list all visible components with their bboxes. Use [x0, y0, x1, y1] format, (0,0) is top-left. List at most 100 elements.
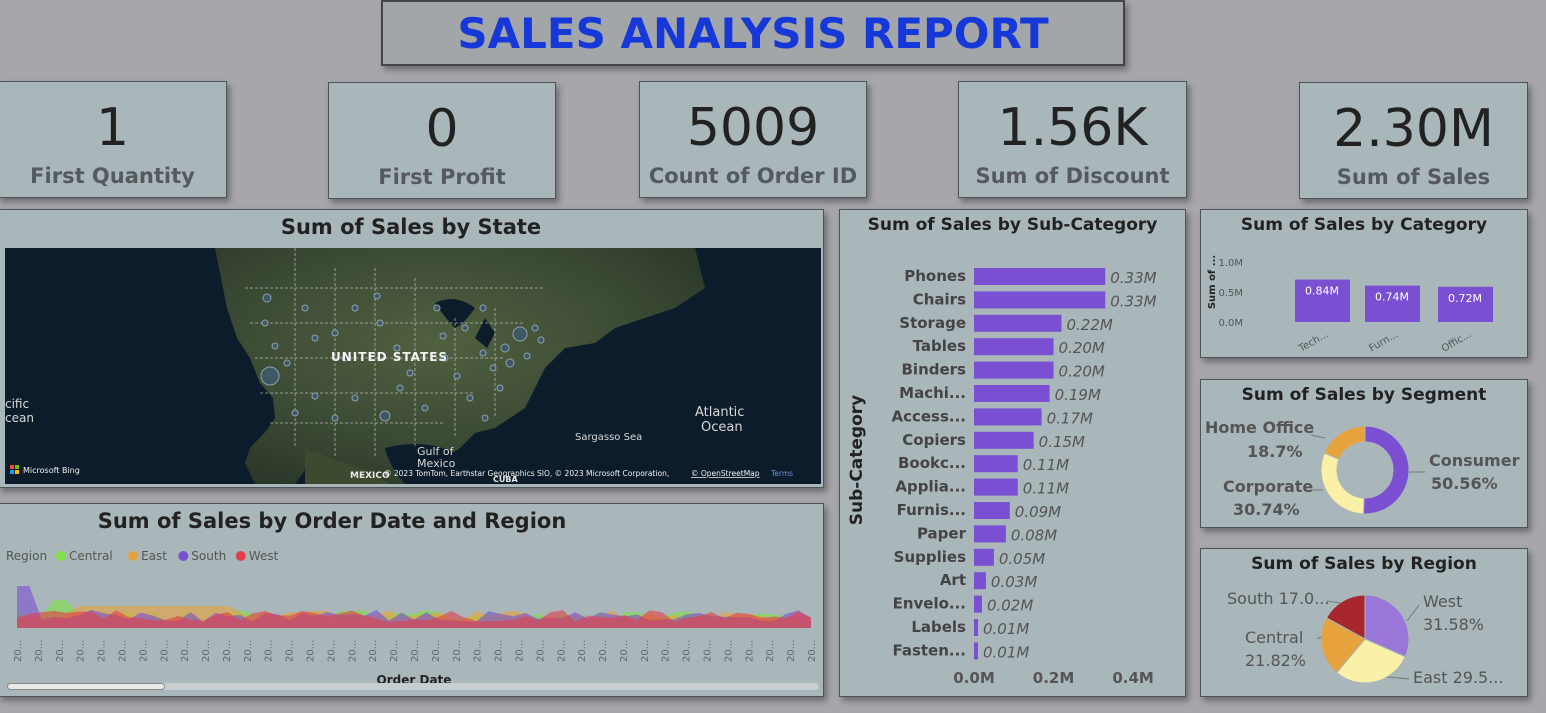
legend-label[interactable]: West — [249, 549, 279, 563]
category-title: Sum of Sales by Category — [1240, 215, 1488, 235]
data-label: 0.33M — [1110, 292, 1156, 310]
bar[interactable] — [974, 572, 986, 590]
bar[interactable] — [1365, 285, 1420, 322]
x-tick-label: 20... — [535, 640, 546, 662]
subcategory-bar-chart[interactable]: Sub-Category Phones 0.33M Chairs 0.33M Storag… — [840, 240, 1186, 695]
bar[interactable] — [974, 431, 1034, 449]
category-panel[interactable]: Sum of Sales by Category Sum of ... 1.0M 0… — [1200, 209, 1528, 358]
bar[interactable] — [974, 642, 978, 660]
bar[interactable] — [974, 455, 1018, 473]
slice-value: 18.7% — [1247, 442, 1303, 461]
region-pie-chart[interactable]: West 31.58% East 29.5... Central 21.82% South… — [1201, 579, 1528, 697]
slice-label: Central — [1245, 628, 1303, 647]
bar[interactable] — [974, 361, 1054, 379]
scrollbar-thumb[interactable] — [7, 683, 165, 690]
data-label: 0.20M — [1059, 363, 1105, 381]
bar[interactable] — [974, 338, 1054, 356]
bar[interactable] — [974, 314, 1062, 332]
bar[interactable] — [974, 595, 982, 613]
x-tick-label: 20... — [368, 640, 379, 662]
bar[interactable] — [974, 478, 1018, 496]
leader-line — [1326, 600, 1342, 604]
data-label: 0.08M — [1011, 526, 1057, 544]
report-title: SALES ANALYSIS REPORT — [457, 8, 1049, 58]
kpi-value: 5009 — [686, 98, 820, 158]
timeline-chart[interactable]: Region Central East South West 20... 20... 20..… — [0, 542, 824, 697]
bing-logo-icon — [10, 465, 19, 474]
region-panel[interactable]: Sum of Sales by Region West 31.58% East 29… — [1200, 548, 1528, 697]
slice-label: East 29.5... — [1413, 668, 1504, 687]
x-tick-label: 20... — [222, 640, 233, 662]
bar[interactable] — [974, 619, 978, 636]
segment-donut-chart[interactable]: Consumer 50.56% Corporate 30.74% Home Office… — [1201, 410, 1528, 528]
bar[interactable] — [974, 268, 1106, 285]
pie-slice[interactable] — [1362, 425, 1410, 515]
pie-slice[interactable] — [1320, 617, 1366, 674]
data-label: 0.05M — [999, 550, 1045, 568]
map-panel[interactable]: Sum of Sales by State — [0, 209, 824, 488]
slice-label: South 17.0... — [1227, 589, 1329, 608]
gulf-coast — [385, 444, 459, 484]
subcategory-panel[interactable]: Sum of Sales by Sub-Category Sub-Categor… — [839, 209, 1186, 697]
kpi-sum-discount[interactable]: 1.56K Sum of Discount — [958, 81, 1187, 198]
kpi-first-quantity[interactable]: 1 First Quantity — [0, 81, 227, 198]
x-tick-label: 20... — [431, 640, 442, 662]
ocean-label-atlantic-1: Atlantic — [695, 405, 744, 420]
timeline-scrollbar[interactable] — [7, 683, 819, 690]
legend-label[interactable]: Central — [69, 549, 113, 563]
x-tick-label: Offic... — [1440, 329, 1474, 355]
data-label: 0.74M — [1375, 291, 1409, 304]
legend-label[interactable]: South — [191, 549, 226, 563]
kpi-value: 2.30M — [1333, 99, 1494, 159]
category-tick-label: Fasten... — [892, 641, 966, 659]
bar[interactable] — [974, 385, 1050, 402]
x-tick-label: 0.2M — [1033, 669, 1075, 687]
area-series-west[interactable] — [17, 610, 811, 628]
pie-slice[interactable] — [1335, 638, 1406, 684]
x-tick-label: 20... — [76, 640, 87, 662]
x-tick-label: 20... — [723, 640, 734, 662]
pie-slice[interactable] — [1364, 594, 1410, 658]
category-tick-label: Chairs — [913, 290, 966, 308]
leader-line — [1316, 636, 1322, 640]
data-label: 0.72M — [1448, 292, 1482, 305]
kpi-sum-sales[interactable]: 2.30M Sum of Sales — [1299, 82, 1528, 199]
x-tick-label: 20... — [514, 640, 525, 662]
bar[interactable] — [1438, 286, 1493, 322]
legend-marker — [178, 551, 189, 561]
x-tick-label: 0.0M — [953, 669, 995, 687]
ocean-label-pacific-1: cific — [5, 397, 29, 411]
us-map[interactable]: UNITED STATES cific cean Atlantic Ocean … — [5, 248, 821, 484]
category-tick-label: Storage — [899, 314, 966, 332]
mexico-label: MEXICO — [350, 471, 390, 481]
bar[interactable] — [1295, 279, 1350, 322]
x-tick-label: 20... — [765, 640, 776, 662]
bar[interactable] — [974, 525, 1006, 543]
bar[interactable] — [974, 291, 1106, 309]
bar[interactable] — [974, 408, 1042, 426]
category-bar-chart[interactable]: Sum of ... 1.0M 0.5M 0.0M 0.84M Tech... 0.74M F… — [1201, 240, 1528, 358]
pie-slice[interactable] — [1325, 594, 1366, 640]
y-tick-label: 0.0M — [1218, 318, 1243, 329]
category-tick-label: Bookc... — [898, 454, 966, 472]
category-tick-label: Paper — [917, 524, 967, 542]
kpi-first-profit[interactable]: 0 First Profit — [328, 82, 556, 199]
legend-label[interactable]: East — [141, 549, 167, 563]
data-label: 0.33M — [1110, 269, 1156, 287]
bar[interactable] — [974, 502, 1010, 519]
slice-value: 30.74% — [1233, 500, 1300, 519]
segment-panel[interactable]: Sum of Sales by Segment Consumer 50.56% Co… — [1200, 379, 1528, 528]
terms-link[interactable]: Terms — [770, 469, 793, 478]
x-tick-label: 20... — [180, 640, 191, 662]
pie-slice[interactable] — [1320, 452, 1365, 515]
x-tick-label: 20... — [326, 640, 337, 662]
bar[interactable] — [974, 548, 994, 566]
kpi-count-order-id[interactable]: 5009 Count of Order ID — [639, 81, 867, 198]
map-title: Sum of Sales by State — [280, 215, 542, 239]
timeline-panel[interactable]: Sum of Sales by Order Date and Region Re… — [0, 503, 824, 697]
category-tick-label: Machi... — [899, 384, 966, 402]
leader-line — [1406, 604, 1420, 622]
north-america-landmass — [215, 248, 705, 484]
openstreetmap-link[interactable]: © OpenStreetMap — [691, 469, 760, 478]
pie-slice[interactable] — [1323, 425, 1366, 460]
